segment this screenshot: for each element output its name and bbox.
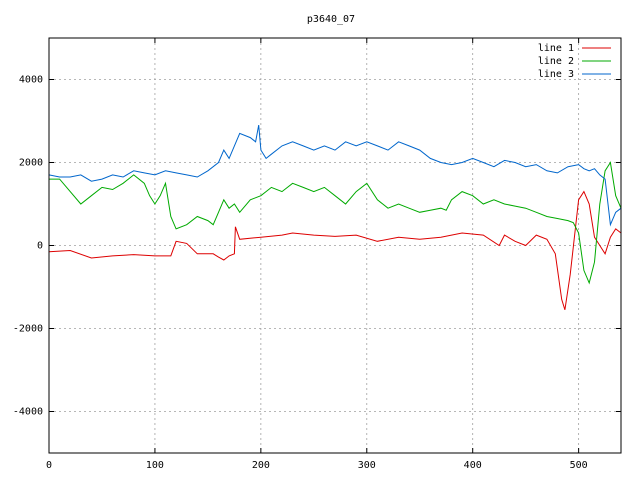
chart-title: p3640_07 <box>307 14 355 25</box>
y-tick-label: 0 <box>37 241 43 252</box>
x-tick-label: 0 <box>46 460 52 471</box>
legend-label-2: line 2 <box>538 56 574 67</box>
plot-series <box>48 125 622 310</box>
legend: line 1 line 2 line 3 <box>538 43 611 80</box>
y-tick-label: 4000 <box>19 75 43 86</box>
series-line-3 <box>48 125 622 227</box>
y-tick-label: -2000 <box>13 324 43 335</box>
y-tick-label: -4000 <box>13 407 43 418</box>
series-line-2 <box>49 161 622 285</box>
x-tick-label: 500 <box>570 460 588 471</box>
x-tick-label: 300 <box>358 460 376 471</box>
series-line-1 <box>48 190 622 310</box>
x-tick-label: 100 <box>146 460 164 471</box>
x-tick-label: 400 <box>464 460 482 471</box>
y-tick-label: 2000 <box>19 158 43 169</box>
axis-ticks: 0 100 200 300 400 500 -4000 -2000 0 2000 4000 <box>13 38 621 471</box>
legend-label-3: line 3 <box>538 69 574 80</box>
legend-label-1: line 1 <box>538 43 574 54</box>
grid-lines <box>48 38 621 453</box>
x-tick-label: 200 <box>252 460 270 471</box>
